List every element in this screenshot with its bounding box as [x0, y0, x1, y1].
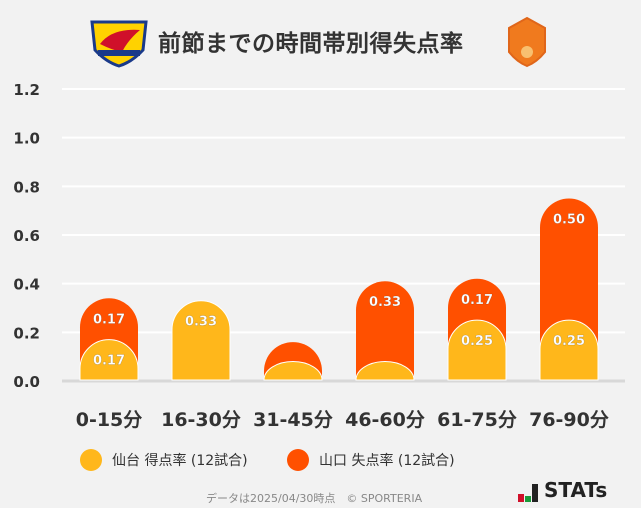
bar-home	[79, 339, 139, 381]
data-label: 0.33	[369, 295, 401, 310]
stats-brand: STATs	[518, 478, 607, 502]
y-tick-label: 0.4	[13, 276, 40, 294]
data-label: 0.17	[93, 312, 125, 327]
bar-home	[171, 300, 231, 381]
legend-item-away: 山口 失点率 (12試合)	[287, 449, 455, 471]
bar-home	[447, 319, 507, 381]
data-label: 0.25	[553, 334, 585, 349]
x-tick-label: 0-15分	[76, 409, 143, 431]
legend-item-home: 仙台 得点率 (12試合)	[80, 449, 248, 471]
footer-note: データは2025/04/30時点 © SPORTERIA	[206, 492, 423, 505]
x-tick-label: 76-90分	[529, 409, 609, 431]
x-tick-label: 46-60分	[345, 409, 425, 431]
legend-swatch	[80, 449, 102, 471]
legend-swatch	[287, 449, 309, 471]
legend-label: 仙台 得点率 (12試合)	[112, 453, 248, 469]
y-tick-label: 0.2	[13, 324, 40, 342]
data-label: 0.17	[93, 354, 125, 369]
data-label: 0.50	[553, 213, 585, 228]
data-label: 0.33	[185, 315, 217, 330]
x-tick-label: 61-75分	[437, 409, 517, 431]
data-label: 0.25	[461, 334, 493, 349]
bar-home	[355, 361, 415, 381]
chart-title: 前節までの時間帯別得失点率	[158, 31, 464, 57]
bar-home	[539, 319, 599, 381]
bar-home	[263, 361, 323, 381]
y-tick-label: 0.0	[13, 373, 40, 391]
y-tick-label: 0.6	[13, 227, 40, 245]
x-tick-label: 31-45分	[253, 409, 333, 431]
x-tick-label: 16-30分	[161, 409, 241, 431]
away-logo	[508, 16, 546, 68]
y-tick-label: 1.2	[13, 81, 40, 99]
legend-label: 山口 失点率 (12試合)	[319, 453, 455, 469]
y-tick-label: 1.0	[13, 130, 40, 148]
y-tick-label: 0.8	[13, 178, 40, 196]
data-label: 0.17	[461, 293, 493, 308]
stats-logo-icon	[518, 484, 538, 502]
home-logo	[90, 20, 148, 68]
bar-away	[356, 281, 414, 380]
